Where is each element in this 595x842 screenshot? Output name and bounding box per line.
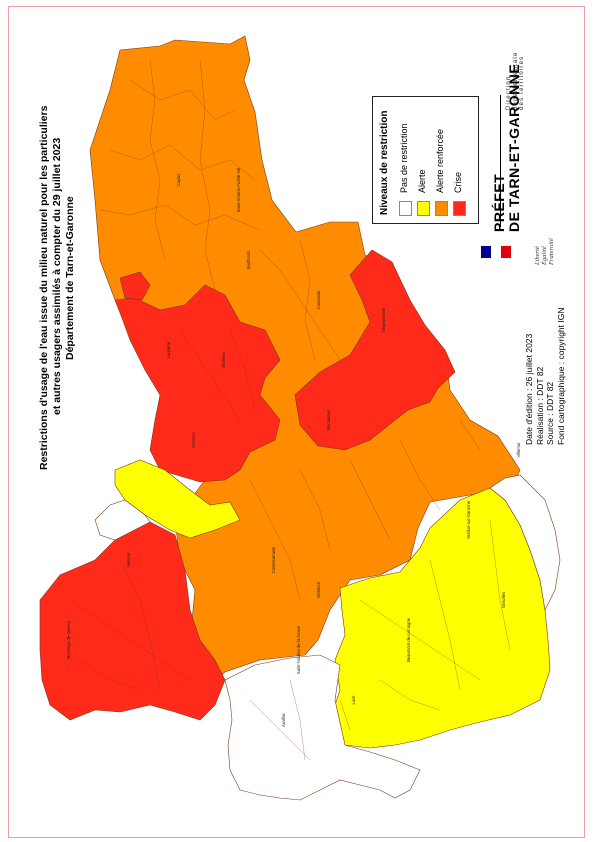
motto-egalite: Égalité — [541, 246, 548, 265]
ddt-direction: Direction départementale des territoires — [506, 52, 526, 111]
title-line-2: et autres usagers assimilés à compter du… — [51, 137, 63, 415]
motto-fraternite: Fraternité — [548, 238, 555, 265]
legend-label-none: Pas de restriction — [399, 123, 409, 193]
legend-label-crise: Crise — [453, 171, 463, 193]
source: Source : DDT 82 — [545, 381, 555, 445]
commune-label: Lauzerte — [166, 341, 171, 358]
commune-label: Grisolles — [501, 592, 506, 608]
commune-label: Saint-Nicolas-de-la-Grave — [296, 625, 301, 674]
logo-divider — [500, 95, 501, 227]
edition-info: Date d'édition : 26 juillet 2023 Réalisa… — [524, 308, 566, 446]
map-title: Restrictions d'usage de l'eau issue du m… — [38, 106, 77, 470]
zone-crise-small-north — [119, 271, 151, 301]
legend-swatch-alerte-renforcee — [435, 201, 448, 216]
commune-label: Septfonds — [246, 251, 251, 270]
motto-liberte: Liberté — [534, 246, 541, 265]
legend-title: Niveaux de restriction — [379, 110, 390, 215]
legend: Niveaux de restriction Pas de restrictio… — [372, 96, 479, 224]
legend-swatch-alerte — [417, 201, 430, 216]
zone-none-south — [224, 654, 421, 801]
commune-label: Moissac — [191, 432, 196, 447]
edition-date: Date d'édition : 26 juillet 2023 — [524, 333, 534, 445]
commune-labels: Montauban Caussade Moissac Castelsarrasin Va… — [66, 168, 521, 727]
zone-crise-northwest — [114, 284, 281, 483]
commune-label: Auvillar — [281, 713, 286, 727]
commune-label: Molières — [221, 352, 226, 368]
commune-label: Montauban — [326, 409, 331, 431]
marianne-flag-icon — [481, 246, 511, 258]
commune-label: Verdun-sur-Garonne — [466, 500, 471, 539]
commune-label: Valence — [126, 552, 131, 567]
legend-swatch-crise — [453, 201, 466, 216]
commune-label: Montaigu-de-Quercy — [66, 620, 71, 659]
title-line-3: Département de Tarn-et-Garonne — [64, 196, 76, 360]
legend-swatch-none — [399, 201, 412, 216]
commune-label: Beaumont-de-Lomagne — [406, 617, 411, 662]
commune-label: Villemur — [516, 442, 521, 458]
direction-line-3: des territoires — [519, 55, 525, 110]
fond-cartographique: Fond cartographique : copyright IGN — [555, 307, 566, 446]
commune-label: Nègrepelisse — [381, 307, 386, 332]
zone-crise-east — [294, 249, 456, 451]
commune-label: Montech — [316, 581, 321, 598]
legend-label-alerte: Alerte — [417, 169, 427, 193]
realisation: Réalisation : DDT 82 — [534, 366, 545, 445]
zone-none-east — [489, 474, 561, 611]
title-line-1: Restrictions d'usage de l'eau issue du m… — [38, 105, 50, 470]
commune-label: Castelsarrasin — [271, 546, 276, 573]
commune-label: Caussade — [316, 290, 321, 310]
republic-motto: Liberté Égalité Fraternité — [534, 238, 555, 265]
commune-label: Saint-Antonin-Noble-Val — [236, 168, 241, 213]
page-frame — [8, 6, 585, 838]
legend-label-alerte-renforcee: Alerte renforcée — [435, 128, 445, 193]
commune-label: Caylus — [176, 174, 181, 187]
commune-boundaries — [69, 59, 511, 761]
zone-none-west — [94, 499, 151, 541]
commune-label: Lavit — [351, 695, 356, 705]
